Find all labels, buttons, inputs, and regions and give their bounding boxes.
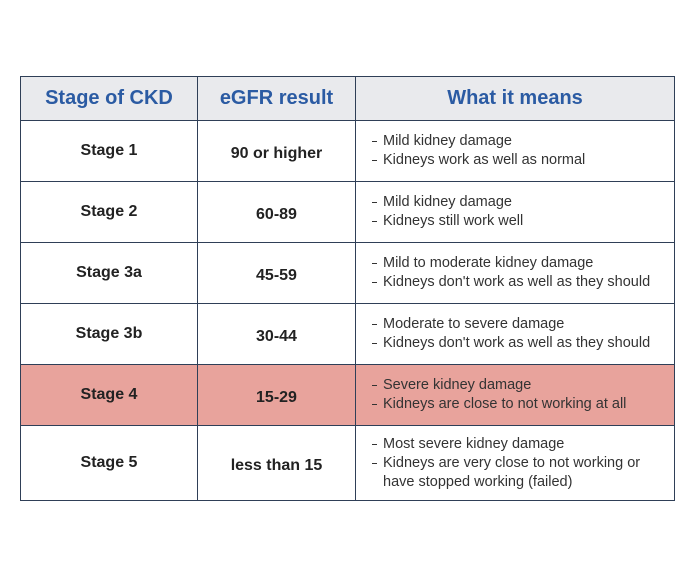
stage-cell: Stage 3a [20,242,198,304]
bullet-dash [372,443,377,445]
egfr-cell: 15-29 [197,364,356,426]
meaning-item: Kidneys don't work as well as they shoul… [372,334,659,353]
meaning-item: Kidneys still work well [372,212,659,231]
header-cell: Stage of CKD [20,76,198,121]
stage-cell: Stage 2 [20,181,198,243]
stage-cell: Stage 5 [20,425,198,501]
meaning-item: Kidneys are close to not working at all [372,395,659,414]
table-row: Stage 3b 30-44 Moderate to severe damage Ki… [20,303,675,365]
meaning-item: Moderate to severe damage [372,315,659,334]
meaning-cell: Most severe kidney damage Kidneys are ver… [355,425,675,501]
meaning-item: Severe kidney damage [372,376,659,395]
meaning-cell: Moderate to severe damage Kidneys don't w… [355,303,675,365]
egfr-cell: 60-89 [197,181,356,243]
meaning-item: Kidneys work as well as normal [372,151,659,170]
egfr-cell: 90 or higher [197,120,356,182]
meaning-item: Kidneys don't work as well as they shoul… [372,273,659,292]
bullet-dash [372,221,377,222]
egfr-cell: 30-44 [197,303,356,365]
meaning-item: Mild to moderate kidney damage [372,254,659,273]
header-cell: What it means [355,76,675,121]
header-row: Stage of CKD eGFR result What it means [20,76,675,121]
meaning-text: Mild to moderate kidney damage [383,255,594,271]
meaning-text: Kidneys work as well as normal [383,152,586,168]
meaning-list: Mild kidney damage Kidneys still work wel… [372,193,674,231]
meaning-list: Moderate to severe damage Kidneys don't w… [372,315,674,353]
meaning-text: Most severe kidney damage [383,435,565,452]
ckd-table: Stage of CKD eGFR result What it means S… [20,76,675,501]
meaning-text: Kidneys don't work as well as they shoul… [383,335,651,351]
meaning-item: Mild kidney damage [372,193,659,212]
bullet-dash [372,282,377,283]
bullet-dash [372,263,377,264]
bullet-dash [372,324,377,325]
table-body: Stage 1 90 or higher Mild kidney damage Kid… [20,120,675,501]
meaning-text: Kidneys don't work as well as they shoul… [383,274,651,290]
meaning-text: Severe kidney damage [383,377,532,393]
meaning-item: Mild kidney damage [372,132,659,151]
table-row: Stage 4 15-29 Severe kidney damage Kidneys … [20,364,675,426]
meaning-list: Most severe kidney damage Kidneys are ver… [372,435,674,492]
bullet-dash [372,343,377,344]
bullet-dash [372,160,377,161]
header-cell: eGFR result [197,76,356,121]
bullet-dash [372,202,377,203]
bullet-dash [372,385,377,386]
bullet-dash [372,404,377,405]
table-row: Stage 5 less than 15 Most severe kidney da… [20,425,675,501]
meaning-item: Most severe kidney damage [372,435,659,454]
meaning-text: Kidneys still work well [383,213,524,229]
meaning-text: Moderate to severe damage [383,316,565,332]
meaning-cell: Mild kidney damage Kidneys still work wel… [355,181,675,243]
meaning-text: Kidneys are very close to not working or… [383,454,641,490]
meaning-list: Severe kidney damage Kidneys are close to… [372,376,674,414]
egfr-cell: less than 15 [197,425,356,501]
egfr-cell: 45-59 [197,242,356,304]
stage-cell: Stage 3b [20,303,198,365]
stage-cell: Stage 4 [20,364,198,426]
table-row: Stage 2 60-89 Mild kidney damage Kidneys st… [20,181,675,243]
meaning-text: Kidneys are close to not working at all [383,396,627,412]
meaning-item: Kidneys are very close to not working or… [372,454,659,492]
meaning-list: Mild kidney damage Kidneys work as well a… [372,132,674,170]
meaning-cell: Mild to moderate kidney damage Kidneys do… [355,242,675,304]
table-row: Stage 1 90 or higher Mild kidney damage Kid… [20,120,675,182]
meaning-cell: Severe kidney damage Kidneys are close to… [355,364,675,426]
meaning-text: Mild kidney damage [383,133,512,149]
bullet-dash [372,462,377,464]
meaning-list: Mild to moderate kidney damage Kidneys do… [372,254,674,292]
table-row: Stage 3a 45-59 Mild to moderate kidney dam… [20,242,675,304]
stage-cell: Stage 1 [20,120,198,182]
meaning-cell: Mild kidney damage Kidneys work as well a… [355,120,675,182]
bullet-dash [372,141,377,142]
meaning-text: Mild kidney damage [383,194,512,210]
